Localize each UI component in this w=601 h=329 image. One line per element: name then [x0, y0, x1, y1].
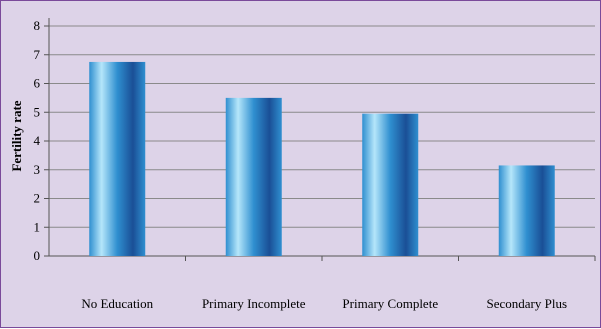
- y-tick-label: 7: [34, 47, 41, 62]
- axis-labels: 0 1 2 3 4 5 6 7 8 No Education Primary Incomplete P…: [34, 18, 568, 311]
- x-category-label: Primary Incomplete: [202, 296, 306, 311]
- x-category-label: Primary Complete: [342, 296, 438, 311]
- bar: [225, 97, 282, 256]
- bar: [498, 165, 555, 256]
- bar: [89, 61, 146, 256]
- y-tick-label: 8: [34, 18, 41, 33]
- bars: [89, 61, 555, 256]
- x-category-label: Secondary Plus: [486, 296, 567, 311]
- y-tick-label: 3: [34, 162, 41, 177]
- bar: [362, 113, 419, 256]
- y-tick-label: 4: [34, 133, 41, 148]
- y-tick-label: 0: [34, 248, 41, 263]
- y-tick-label: 5: [34, 104, 41, 119]
- y-tick-label: 6: [34, 76, 41, 91]
- y-tick-label: 1: [34, 219, 41, 234]
- x-category-label: No Education: [81, 296, 153, 311]
- y-tick-label: 2: [34, 191, 41, 206]
- y-axis-title: Fertility rate: [9, 100, 24, 171]
